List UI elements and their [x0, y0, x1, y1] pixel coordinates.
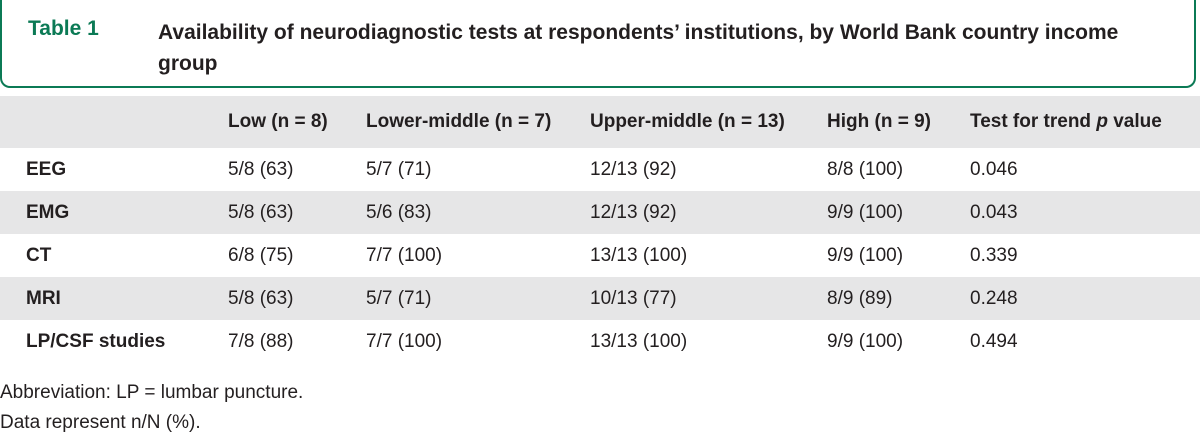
header-p-suffix: value: [1107, 111, 1162, 132]
header-cell: Low (n = 8): [228, 96, 366, 148]
header-cell-trend: Test for trend p value: [970, 96, 1200, 148]
header-cell: [0, 96, 228, 148]
table-cell: 5/8 (63): [228, 277, 366, 320]
footnotes: Abbreviation: LP = lumbar puncture. Data…: [0, 378, 303, 438]
table-cell: 12/13 (92): [590, 191, 827, 234]
table-label: Table 1: [28, 17, 99, 40]
row-label: EMG: [0, 191, 228, 234]
header-cell: Upper-middle (n = 13): [590, 96, 827, 148]
header-cell: High (n = 9): [827, 96, 970, 148]
table-cell: 0.494: [970, 320, 1200, 363]
table-cell: 6/8 (75): [228, 234, 366, 277]
table-cell: 0.248: [970, 277, 1200, 320]
table-cell: 7/7 (100): [366, 320, 590, 363]
table-cell: 5/8 (63): [228, 191, 366, 234]
table-row: CT 6/8 (75) 7/7 (100) 13/13 (100) 9/9 (1…: [0, 234, 1200, 277]
table-cell: 13/13 (100): [590, 320, 827, 363]
table-cell: 9/9 (100): [827, 320, 970, 363]
table-cell: 5/6 (83): [366, 191, 590, 234]
row-label: MRI: [0, 277, 228, 320]
table-cell: 5/7 (71): [366, 277, 590, 320]
footnote-abbreviation: Abbreviation: LP = lumbar puncture.: [0, 382, 304, 403]
table-cell: 0.043: [970, 191, 1200, 234]
row-label: EEG: [0, 148, 228, 191]
table-cell: 5/8 (63): [228, 148, 366, 191]
header-cell: Lower-middle (n = 7): [366, 96, 590, 148]
data-table: Low (n = 8) Lower-middle (n = 7) Upper-m…: [0, 96, 1200, 363]
table-row: LP/CSF studies 7/8 (88) 7/7 (100) 13/13 …: [0, 320, 1200, 363]
row-label: LP/CSF studies: [0, 320, 228, 363]
table-cell: 7/8 (88): [228, 320, 366, 363]
header-row: Low (n = 8) Lower-middle (n = 7) Upper-m…: [0, 96, 1200, 148]
table-cell: 0.046: [970, 148, 1200, 191]
row-label: CT: [0, 234, 228, 277]
table-cell: 7/7 (100): [366, 234, 590, 277]
table-row: MRI 5/8 (63) 5/7 (71) 10/13 (77) 8/9 (89…: [0, 277, 1200, 320]
table-caption: Table 1 Availability of neurodiagnostic …: [0, 0, 1196, 88]
header-trend-text: Test for trend: [970, 111, 1092, 132]
table-cell: 5/7 (71): [366, 148, 590, 191]
table-cell: 9/9 (100): [827, 191, 970, 234]
table-cell: 13/13 (100): [590, 234, 827, 277]
table-cell: 0.339: [970, 234, 1200, 277]
table-title: Availability of neurodiagnostic tests at…: [158, 21, 1119, 75]
table-cell: 8/9 (89): [827, 277, 970, 320]
table-cell: 8/8 (100): [827, 148, 970, 191]
table-cell: 10/13 (77): [590, 277, 827, 320]
table-row: EEG 5/8 (63) 5/7 (71) 12/13 (92) 8/8 (10…: [0, 148, 1200, 191]
footnote-data-format: Data represent n/N (%).: [0, 412, 201, 433]
table-row: EMG 5/8 (63) 5/6 (83) 12/13 (92) 9/9 (10…: [0, 191, 1200, 234]
header-p-italic: p: [1096, 111, 1108, 132]
table-cell: 12/13 (92): [590, 148, 827, 191]
table-cell: 9/9 (100): [827, 234, 970, 277]
